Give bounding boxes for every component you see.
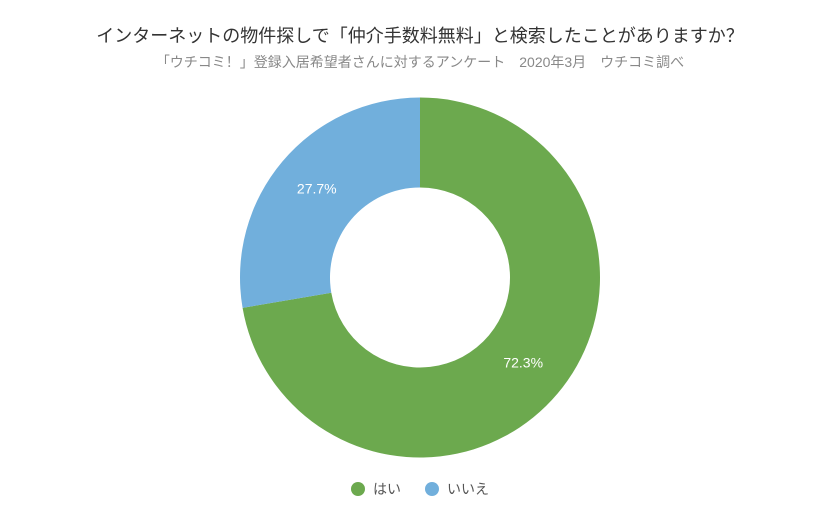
chart-subtitle: 「ウチコミ！」登録入居希望者さんに対するアンケート 2020年3月 ウチコミ調べ: [0, 52, 840, 72]
legend-swatch-icon: [425, 482, 439, 496]
chart-title: インターネットの物件探しで「仲介手数料無料」と検索したことがありますか？: [0, 0, 840, 48]
slice-いいえ: [240, 98, 420, 308]
legend: はい いいえ: [0, 479, 840, 499]
chart-container: インターネットの物件探しで「仲介手数料無料」と検索したことがありますか？ 「ウチ…: [0, 0, 840, 519]
legend-label: いいえ: [447, 479, 489, 499]
donut-chart: 72.3%27.7%: [220, 78, 620, 483]
donut-svg: [220, 78, 620, 478]
legend-item-いいえ: いいえ: [425, 479, 489, 499]
legend-item-はい: はい: [351, 479, 401, 499]
legend-label: はい: [373, 479, 401, 499]
legend-swatch-icon: [351, 482, 365, 496]
